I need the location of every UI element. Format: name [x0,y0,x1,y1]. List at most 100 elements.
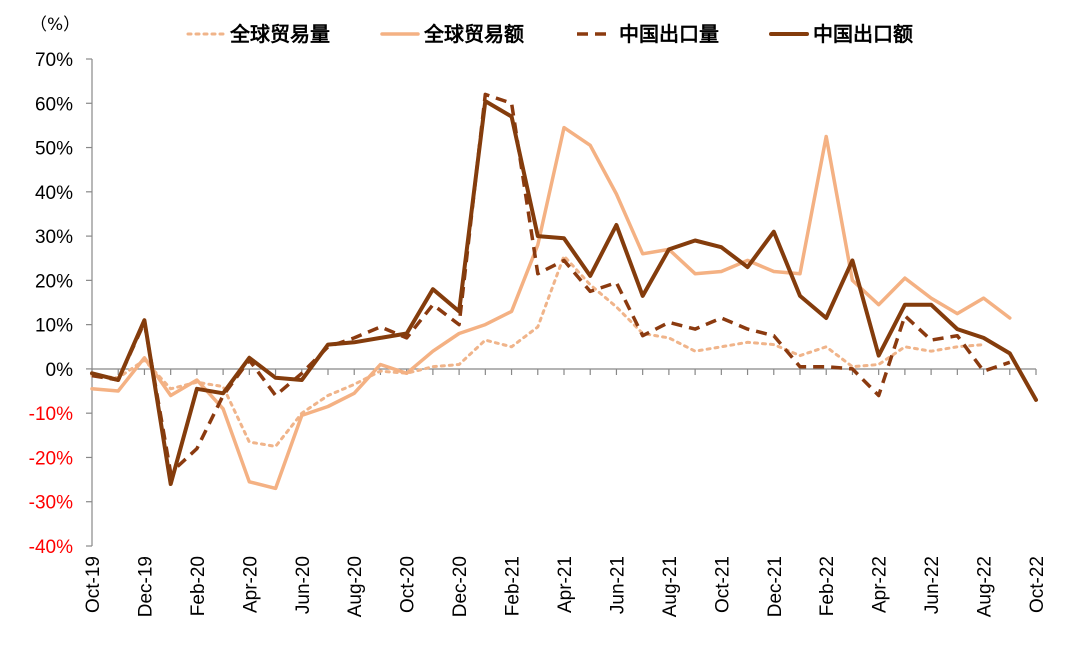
x-axis-ticks: Oct-19 Dec-19 Feb-20 Apr-20 Jun-20 Aug-20 Oct-… [83,556,1048,617]
data-point-mar-21 [536,272,540,276]
data-point-mar-20 [221,391,225,395]
data-point-jan-22 [798,272,802,276]
y-tick-label: 60% [35,94,73,115]
x-tick-label: Dec-19 [135,556,156,617]
data-point-dec-21 [772,230,776,234]
data-point-jan-21 [483,338,487,342]
data-point-mar-22 [850,278,854,282]
data-point-nov-19 [116,389,120,393]
x-tick-label: Jun-22 [922,556,943,614]
data-point-feb-21 [510,345,514,349]
data-point-dec-21 [772,334,776,338]
legend-item-1: 全球贸易量 [186,22,330,46]
data-point-jul-22 [955,312,959,316]
data-point-sep-22 [1008,351,1012,355]
data-point-oct-20 [405,371,409,375]
data-point-apr-21 [562,236,566,240]
x-tick-label: Feb-21 [503,556,524,616]
y-tick-label: -10% [29,404,73,425]
data-point-may-20 [274,393,278,397]
data-point-aug-21 [667,336,671,340]
data-point-apr-20 [247,480,251,484]
chart-legend: 全球贸易量 全球贸易额 中国出口量 中国出口额 [186,22,913,46]
data-point-jul-20 [326,393,330,397]
data-point-jan-21 [483,323,487,327]
data-point-oct-21 [719,316,723,320]
x-tick-label: Feb-22 [817,556,838,616]
y-tick-label: -30% [29,493,73,514]
x-tick-label: Apr-21 [555,556,576,613]
data-point-jul-20 [326,343,330,347]
x-tick-label: Dec-21 [765,556,786,617]
series-line [90,99,1038,486]
data-point-sep-20 [378,369,382,373]
data-point-dec-20 [457,362,461,366]
data-point-jun-20 [300,371,304,375]
data-point-jul-21 [641,294,645,298]
data-point-jul-21 [641,334,645,338]
data-point-jan-21 [483,92,487,96]
data-point-jun-22 [929,296,933,300]
data-point-jan-22 [798,294,802,298]
data-point-aug-22 [982,369,986,373]
x-tick-label: Oct-22 [1027,556,1048,613]
series-line [91,92,1011,475]
data-point-apr-22 [877,362,881,366]
data-point-aug-20 [352,382,356,386]
data-point-mar-20 [221,385,225,389]
data-point-jun-20 [300,378,304,382]
data-point-nov-21 [746,340,750,344]
x-tick-label: Aug-22 [975,556,996,617]
data-point-oct-19 [90,371,94,375]
data-point-jun-22 [929,349,933,353]
data-point-feb-20 [195,387,199,391]
series-2 [90,125,1012,491]
data-point-aug-22 [982,336,986,340]
data-point-nov-21 [746,265,750,269]
data-point-feb-21 [510,101,514,105]
data-point-oct-19 [90,387,94,391]
data-point-dec-20 [457,309,461,313]
data-point-sep-20 [378,362,382,366]
data-point-jun-21 [614,192,618,196]
data-point-sep-22 [1008,360,1012,364]
data-point-mar-22 [850,258,854,262]
data-point-oct-20 [405,331,409,335]
legend-label: 中国出口量 [619,22,719,46]
x-tick-label: Oct-21 [712,556,733,613]
y-tick-label: -40% [29,537,73,558]
data-point-nov-20 [431,303,435,307]
data-point-nov-20 [431,349,435,353]
axes [86,58,1037,547]
y-tick-label: 10% [35,316,73,337]
data-point-aug-22 [982,296,986,300]
y-tick-label: 50% [35,139,73,160]
data-point-sep-20 [378,336,382,340]
data-point-may-21 [588,143,592,147]
data-point-jun-20 [300,413,304,417]
data-point-aug-21 [667,247,671,251]
data-point-jan-22 [798,365,802,369]
series-layer [90,92,1038,491]
data-point-oct-21 [719,270,723,274]
series-3 [91,92,1012,475]
data-point-mar-22 [850,367,854,371]
data-point-feb-22 [824,134,828,138]
data-point-jul-22 [955,334,959,338]
legend-item-4: 中国出口额 [769,22,913,46]
data-point-jun-21 [614,305,618,309]
data-point-jan-21 [483,99,487,103]
series-line [90,125,1012,491]
series-line [90,254,986,448]
data-point-nov-21 [746,327,750,331]
data-point-sep-21 [693,272,697,276]
data-point-apr-21 [562,126,566,130]
data-point-mar-20 [221,407,225,411]
data-point-oct-22 [1034,398,1038,402]
y-tick-label: 70% [35,50,73,71]
x-tick-label: Aug-21 [660,556,681,617]
data-point-feb-21 [510,115,514,119]
data-point-dec-20 [457,323,461,327]
data-point-may-22 [903,276,907,280]
